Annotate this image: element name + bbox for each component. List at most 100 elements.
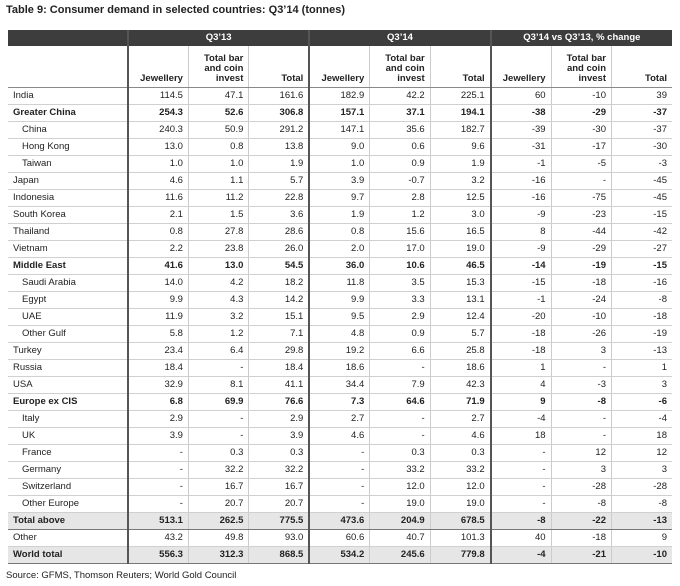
table-row: Greater China 254.3 52.6 306.8 157.1 37.1 194.… [8,104,672,122]
cell-value: 11.2 [187,189,249,207]
cell-value: 16.7 [248,478,310,496]
cell-value: 779.8 [429,546,491,564]
cell-value: 2.9 [126,410,189,428]
cell-value: 19.0 [429,240,491,258]
cell-value: 0.9 [369,325,431,343]
cell-value: - [187,359,249,377]
cell-value: -17 [550,138,612,156]
cell-value: 20.7 [248,495,310,513]
table-row: Other 43.2 49.8 93.0 60.6 40.7 101.3 40 -18 9 [8,529,672,547]
cell-value: 2.2 [126,240,189,258]
cell-value: 3.6 [248,206,310,224]
table-row: India 114.5 47.1 161.6 182.9 42.2 225.1 60 -10 39 [8,87,672,105]
cell-value: -19 [550,257,612,275]
cell-value: 1.0 [126,155,189,173]
cell-value: - [308,444,370,462]
row-label: Egypt [8,291,128,309]
cell-value: - [308,495,370,513]
cell-value: 0.3 [248,444,310,462]
cell-value: 50.9 [187,121,249,139]
cell-value: - [308,461,370,479]
cell-value: 12.0 [429,478,491,496]
cell-value: 6.4 [187,342,249,360]
cell-value: 2.9 [248,410,310,428]
cell-value: 23.8 [187,240,249,258]
cell-value: - [126,461,189,479]
table-row: Japan 4.6 1.1 5.7 3.9 -0.7 3.2 -16- -45 [8,172,672,190]
cell-value: 9.9 [126,291,189,309]
row-label: Indonesia [8,189,128,207]
table-row: Europe ex CIS 6.8 69.9 76.6 7.3 64.6 71.9 9 -8 -6 [8,393,672,411]
cell-value: 12.4 [429,308,491,326]
cell-value: -16 [611,274,672,292]
cell-value: 12 [611,444,672,462]
cell-value: 18 [611,427,672,445]
table-row: China 240.3 50.9 291.2 147.1 35.6 182.7 -39 -30-… [8,121,672,139]
cell-value: -19 [611,325,672,343]
cell-value: 3.0 [429,206,491,224]
cell-value: 13.8 [248,138,310,156]
cell-value: 556.3 [126,546,189,564]
cell-value: -13 [611,512,672,530]
row-label: France [8,444,128,462]
cell-value: 19.2 [308,342,370,360]
cell-value: 18.6 [429,359,491,377]
cell-value: - [126,478,189,496]
column-header: Total [611,46,672,88]
row-label: Other Gulf [8,325,128,343]
cell-value: -37 [611,121,672,139]
table-row: Indonesia 11.6 11.2 22.8 9.7 2.8 12.5 -16 -75 -45 [8,189,672,207]
cell-value: 0.3 [369,444,431,462]
cell-value: 12 [550,444,612,462]
cell-value: 473.6 [308,512,370,530]
cell-value: 19.0 [429,495,491,513]
row-label: Saudi Arabia [8,274,128,292]
cell-value: - [126,495,189,513]
row-label: Other Europe [8,495,128,513]
cell-value: 182.7 [429,121,491,139]
cell-value: -30 [550,121,612,139]
cell-value: -15 [489,274,552,292]
cell-value: 18.6 [308,359,370,377]
cell-value: 49.8 [187,529,249,547]
corner-cell [8,30,128,46]
cell-value: 1.9 [429,155,491,173]
cell-value: 7.9 [369,376,431,394]
cell-value: - [369,410,431,428]
cell-value: -37 [611,104,672,122]
cell-value: -3 [611,155,672,173]
cell-value: -3 [550,376,612,394]
column-header: Jewellery [489,46,552,88]
cell-value: 513.1 [126,512,189,530]
row-label: Europe ex CIS [8,393,128,411]
cell-value: -9 [489,240,552,258]
cell-value: 42.3 [429,376,491,394]
row-label: Taiwan [8,155,128,173]
cell-value: 20.7 [187,495,249,513]
cell-value: -28 [611,478,672,496]
table-row: UAE 11.9 3.2 15.1 9.5 2.9 12.4 -20 -10 -18 [8,308,672,326]
cell-value: -15 [611,206,672,224]
cell-value: 13.0 [187,257,249,275]
cell-value: -1 [489,291,552,309]
column-header: Jewellery [308,46,370,88]
cell-value: 40 [489,529,552,547]
cell-value: 0.8 [308,223,370,241]
cell-value: 32.9 [126,376,189,394]
cell-value: 33.2 [369,461,431,479]
cell-value: -42 [611,223,672,241]
cell-value: 40.7 [369,529,431,547]
cell-value: 60 [489,87,552,105]
cell-value: 9 [611,529,672,547]
table-row: Saudi Arabia 14.0 4.2 18.2 11.8 3.5 15.3 -15 -18… [8,274,672,292]
cell-value: - [489,478,552,496]
cell-value: 19.0 [369,495,431,513]
cell-value: 60.6 [308,529,370,547]
cell-value: 6.6 [369,342,431,360]
cell-value: 5.7 [429,325,491,343]
row-label: Middle East [8,257,128,275]
cell-value: 4.6 [429,427,491,445]
cell-value: 76.6 [248,393,310,411]
cell-value: 1.2 [187,325,249,343]
column-header: Total bar and coin invest [187,46,249,88]
